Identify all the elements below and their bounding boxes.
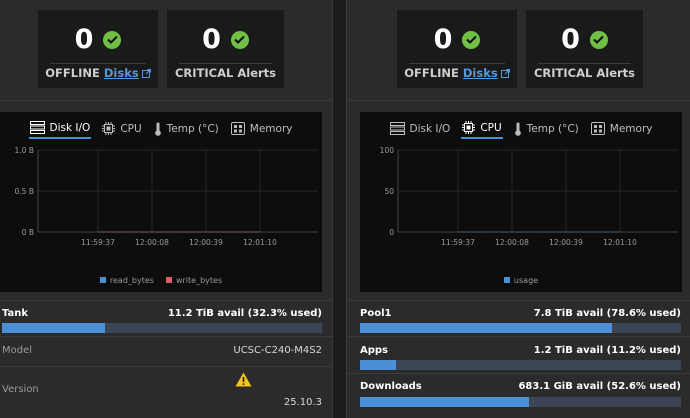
offline-disks-label: OFFLINE Disks (38, 66, 158, 81)
tab-memory[interactable]: Memory (590, 121, 654, 139)
y-tick-label: 0.5 B (15, 187, 34, 196)
y-tick-label: 100 (380, 146, 395, 155)
pool-usage-fill (360, 397, 529, 407)
warning-icon[interactable] (235, 372, 252, 392)
server-icon (389, 122, 405, 135)
model-label: Model (2, 345, 33, 356)
version-label: Version (2, 384, 39, 395)
y-tick-label: 50 (384, 187, 394, 196)
offline-disks-card: 0 OFFLINE Disks (38, 10, 158, 88)
version-value: 25.10.3 (283, 397, 322, 408)
chip-icon (462, 121, 476, 134)
critical-alerts-card: 0 CRITICAL Alerts (167, 10, 284, 88)
legend-usage[interactable]: usage (503, 276, 538, 285)
pool-avail-apps: 1.2 TiB avail (11.2% used) (533, 345, 681, 356)
pool-usage-fill (360, 360, 396, 370)
disk-io-chart-widget: Disk I/O CPU Temp (°C) Memory 1.0 B 0.5 B… (0, 112, 322, 292)
legend-write-bytes[interactable]: write_bytes (165, 276, 222, 285)
critical-alerts-card: 0 CRITICAL Alerts (526, 10, 643, 88)
thermometer-icon (514, 122, 521, 136)
x-tick-label: 12:00:08 (495, 238, 529, 247)
critical-alerts-label: CRITICAL Alerts (533, 66, 636, 80)
offline-disks-card: 0 OFFLINE Disks (397, 10, 517, 88)
check-circle-icon (230, 30, 249, 49)
pool-usage-bar-tank (2, 323, 322, 333)
x-tick-label: 12:01:10 (603, 238, 637, 247)
server-icon (29, 121, 45, 134)
y-tick-label: 1.0 B (15, 146, 34, 155)
tab-temp[interactable]: Temp (°C) (513, 121, 580, 139)
disks-link[interactable]: Disks (462, 66, 498, 80)
check-circle-icon (103, 30, 122, 49)
pool-usage-fill (2, 323, 106, 333)
check-circle-icon (589, 30, 608, 49)
cpu-line-chart: 100 50 0 11:59:37 12:00:08 12:00:39 12:01:10 (380, 146, 678, 247)
offline-disks-count: 0 (433, 24, 453, 55)
pool-name-apps: Apps (360, 345, 389, 356)
tab-disk-io[interactable]: Disk I/O (389, 121, 452, 139)
memory-icon (230, 122, 245, 135)
pool-avail-downloads: 683.1 GiB avail (52.6% used) (518, 381, 681, 392)
x-tick-label: 11:59:37 (441, 238, 475, 247)
x-tick-label: 11:59:37 (81, 238, 115, 247)
chip-icon (102, 122, 116, 135)
tab-memory[interactable]: Memory (230, 121, 294, 139)
critical-alerts-count: 0 (202, 24, 221, 55)
pool-usage-bar-apps (360, 360, 681, 370)
pool-name-tank: Tank (2, 308, 29, 319)
tab-temp[interactable]: Temp (°C) (153, 121, 220, 139)
offline-disks-count: 0 (74, 24, 94, 55)
offline-disks-label: OFFLINE Disks (397, 66, 517, 81)
pool-usage-fill (360, 323, 613, 333)
disk-io-plot: 1.0 B 0.5 B 0 B 11:59:37 12:00:08 12:00:39 12:… (0, 142, 322, 274)
legend-read-bytes[interactable]: read_bytes (99, 276, 154, 285)
panel-divider (332, 0, 347, 418)
x-tick-label: 12:00:08 (135, 238, 169, 247)
disks-link[interactable]: Disks (103, 66, 139, 80)
pool-name-pool1: Pool1 (360, 308, 392, 319)
x-tick-label: 12:00:39 (549, 238, 583, 247)
disk-io-line-chart: 1.0 B 0.5 B 0 B 11:59:37 12:00:08 12:00:39 12:… (15, 146, 318, 247)
cpu-legend: usage (360, 276, 682, 285)
check-circle-icon (462, 30, 481, 49)
y-tick-label: 0 (389, 228, 394, 237)
tab-disk-io[interactable]: Disk I/O (28, 121, 92, 139)
tab-cpu[interactable]: CPU (101, 121, 142, 139)
model-value: UCSC-C240-M4S2 (233, 345, 322, 356)
disk-io-legend: read_bytes write_bytes (0, 276, 322, 285)
left-dashboard-panel: 0 OFFLINE Disks 0 CRITICAL Alerts Disk I… (0, 0, 332, 418)
y-tick-label: 0 B (22, 228, 34, 237)
pool-avail-pool1: 7.8 TiB avail (78.6% used) (533, 308, 681, 319)
tab-cpu[interactable]: CPU (461, 121, 503, 139)
chart-tabs: Disk I/O CPU Temp (°C) Memory (360, 121, 682, 139)
external-link-icon[interactable] (500, 67, 510, 81)
pool-name-downloads: Downloads (360, 381, 422, 392)
cpu-plot: 100 50 0 11:59:37 12:00:08 12:00:39 12:01:10 (360, 142, 682, 274)
cpu-chart-widget: Disk I/O CPU Temp (°C) Memory 100 50 0 11:5… (360, 112, 682, 292)
thermometer-icon (154, 122, 161, 136)
pool-usage-bar-downloads (360, 397, 681, 407)
chart-tabs: Disk I/O CPU Temp (°C) Memory (0, 121, 322, 139)
pool-usage-bar-pool1 (360, 323, 681, 333)
right-dashboard-panel: 0 OFFLINE Disks 0 CRITICAL Alerts Disk I… (347, 0, 690, 418)
x-tick-label: 12:01:10 (243, 238, 277, 247)
external-link-icon[interactable] (141, 67, 151, 81)
pool-avail-tank: 11.2 TiB avail (32.3% used) (167, 308, 322, 319)
memory-icon (590, 122, 605, 135)
critical-alerts-count: 0 (561, 24, 580, 55)
x-tick-label: 12:00:39 (189, 238, 223, 247)
critical-alerts-label: CRITICAL Alerts (174, 66, 277, 80)
